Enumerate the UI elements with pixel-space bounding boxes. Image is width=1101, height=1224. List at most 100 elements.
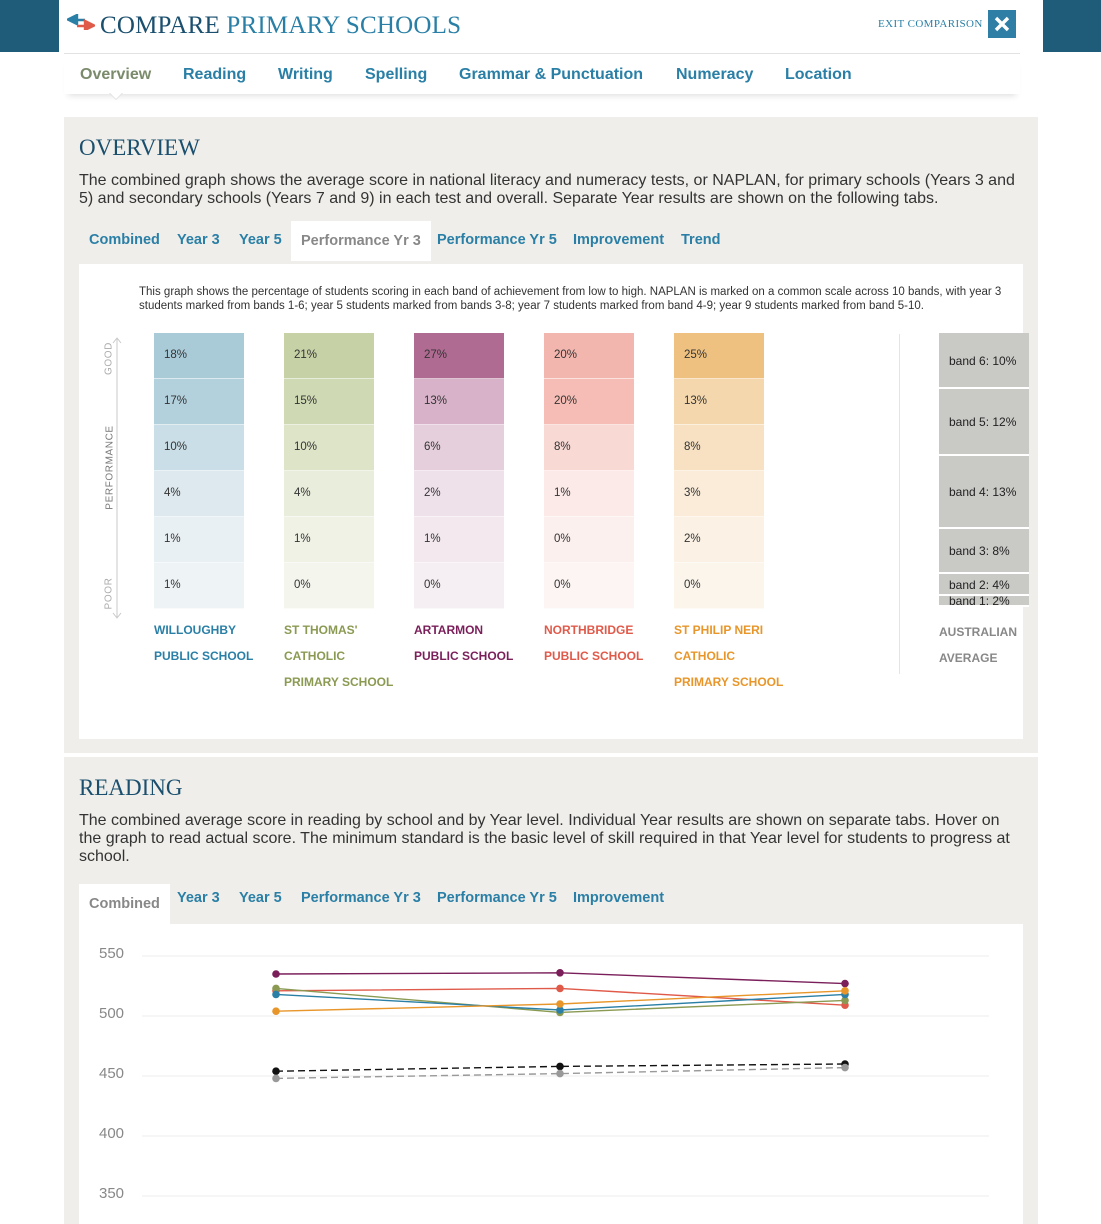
data-point[interactable] xyxy=(841,979,849,988)
data-point[interactable] xyxy=(556,1000,564,1008)
average-band-cell: band 4: 13% xyxy=(939,456,1029,529)
band-cell: 1% xyxy=(414,517,504,563)
band-cell: 2% xyxy=(414,471,504,517)
school-column[interactable]: 18% 17% 10% 4% 1% 1% xyxy=(154,333,244,609)
active-nav-pointer xyxy=(109,92,123,99)
band-cell: 0% xyxy=(674,563,764,609)
data-point[interactable] xyxy=(841,1063,849,1072)
data-point[interactable] xyxy=(841,987,849,995)
performance-axis-arrow xyxy=(112,337,122,619)
y-tick-500: 500 xyxy=(99,1005,125,1022)
left-corner-band xyxy=(0,0,59,52)
data-point[interactable] xyxy=(272,1007,280,1015)
y-tick-550: 550 xyxy=(99,945,125,962)
band-cell: 3% xyxy=(674,471,764,517)
average-band-cell: band 2: 4% xyxy=(939,574,1029,596)
title-compare: COMPARE xyxy=(100,12,220,39)
data-point[interactable] xyxy=(556,969,564,977)
data-point[interactable] xyxy=(841,996,849,1005)
average-name-line: AVERAGE xyxy=(939,651,998,665)
school-name-line: PRIMARY SCHOOL xyxy=(284,675,394,689)
band-cell: 1% xyxy=(154,517,244,563)
tab-year-5[interactable]: Year 5 xyxy=(239,232,282,248)
nav-overview[interactable]: Overview xyxy=(80,66,152,83)
nav-writing[interactable]: Writing xyxy=(278,66,333,83)
reading-tab-performance-yr5[interactable]: Performance Yr 5 xyxy=(437,890,557,906)
school-name-line: NORTHBRIDGE xyxy=(544,623,634,637)
reading-tab-performance-yr3[interactable]: Performance Yr 3 xyxy=(301,890,421,906)
band-cell: 1% xyxy=(284,517,374,563)
school-name-line: ST THOMAS' xyxy=(284,623,358,637)
nav-grammar-punctuation[interactable]: Grammar & Punctuation xyxy=(459,66,644,83)
axis-poor-label: POOR xyxy=(103,577,115,610)
band-cell: 0% xyxy=(544,563,634,609)
data-point[interactable] xyxy=(556,1069,564,1078)
band-cell: 0% xyxy=(544,517,634,563)
nav-spelling[interactable]: Spelling xyxy=(365,66,428,83)
tab-combined[interactable]: Combined xyxy=(89,232,160,248)
band-cell: 15% xyxy=(284,379,374,425)
axis-good-label: GOOD xyxy=(103,342,115,375)
reading-section: READING The combined average score in re… xyxy=(64,757,1038,1224)
page-title: COMPARE PRIMARY SCHOOLS xyxy=(100,12,461,40)
band-cell: 21% xyxy=(284,333,374,379)
school-name-line: CATHOLIC xyxy=(674,649,736,663)
reading-title: READING xyxy=(79,775,183,800)
tab-year-3[interactable]: Year 3 xyxy=(177,232,220,248)
school-column[interactable]: 20% 20% 8% 1% 0% 0% xyxy=(544,333,634,609)
reading-line-chart[interactable] xyxy=(79,924,1023,1224)
data-point[interactable] xyxy=(272,970,280,978)
reading-tab-combined[interactable]: Combined xyxy=(79,884,170,924)
y-tick-350: 350 xyxy=(99,1185,125,1202)
reading-tab-improvement[interactable]: Improvement xyxy=(573,890,665,906)
band-cell: 17% xyxy=(154,379,244,425)
school-name-line: WILLOUGHBY xyxy=(154,623,236,637)
performance-note: This graph shows the percentage of stude… xyxy=(139,286,1002,312)
school-name-line: PRIMARY SCHOOL xyxy=(674,675,784,689)
axis-performance-label: PERFORMANCE xyxy=(104,425,116,510)
band-cell: 20% xyxy=(544,333,634,379)
data-point[interactable] xyxy=(272,1067,280,1075)
main-nav: Overview Reading Writing Spelling Gramma… xyxy=(64,54,1020,99)
exit-comparison-link[interactable]: EXIT COMPARISON xyxy=(878,18,983,30)
data-point[interactable] xyxy=(556,984,564,993)
average-band-cell: band 5: 12% xyxy=(939,389,1029,456)
series-line[interactable] xyxy=(275,1066,846,1080)
data-point[interactable] xyxy=(556,1006,564,1014)
nav-location[interactable]: Location xyxy=(785,66,852,83)
tab-performance-yr3[interactable]: Performance Yr 3 xyxy=(291,221,431,261)
reading-tab-year-5[interactable]: Year 5 xyxy=(239,890,282,906)
school-name-line: PUBLIC SCHOOL xyxy=(414,649,514,663)
nav-numeracy[interactable]: Numeracy xyxy=(676,66,754,83)
data-point[interactable] xyxy=(556,1062,564,1071)
average-band-cell: band 3: 8% xyxy=(939,529,1029,574)
tab-trend[interactable]: Trend xyxy=(681,232,721,248)
data-point[interactable] xyxy=(272,990,280,999)
school-column[interactable]: 27% 13% 6% 2% 1% 0% xyxy=(414,333,504,609)
school-column[interactable]: 21% 15% 10% 4% 1% 0% xyxy=(284,333,374,609)
band-cell: 0% xyxy=(414,563,504,609)
reading-tab-year-3[interactable]: Year 3 xyxy=(177,890,220,906)
tab-performance-yr5[interactable]: Performance Yr 5 xyxy=(437,232,557,248)
school-name-line: PUBLIC SCHOOL xyxy=(154,649,254,663)
band-cell: 2% xyxy=(674,517,764,563)
school-column[interactable]: 25% 13% 8% 3% 2% 0% xyxy=(674,333,764,609)
band-cell: 8% xyxy=(544,425,634,471)
overview-section: OVERVIEW The combined graph shows the av… xyxy=(64,117,1038,753)
nav-reading[interactable]: Reading xyxy=(183,66,247,83)
y-tick-400: 400 xyxy=(99,1125,125,1142)
y-tick-450: 450 xyxy=(99,1065,125,1082)
band-cell: 13% xyxy=(674,379,764,425)
right-corner-band xyxy=(1043,0,1101,52)
exit-comparison-button[interactable] xyxy=(988,10,1016,38)
overview-description: The combined graph shows the average sco… xyxy=(79,172,1015,207)
overview-title: OVERVIEW xyxy=(79,135,200,160)
data-point[interactable] xyxy=(272,984,280,993)
band-cell: 18% xyxy=(154,333,244,379)
series-line[interactable] xyxy=(275,1063,846,1072)
band-cell: 13% xyxy=(414,379,504,425)
data-point[interactable] xyxy=(272,1074,280,1083)
tab-improvement[interactable]: Improvement xyxy=(573,232,665,248)
band-cell: 10% xyxy=(154,425,244,471)
title-primary-schools: PRIMARY SCHOOLS xyxy=(219,12,462,39)
